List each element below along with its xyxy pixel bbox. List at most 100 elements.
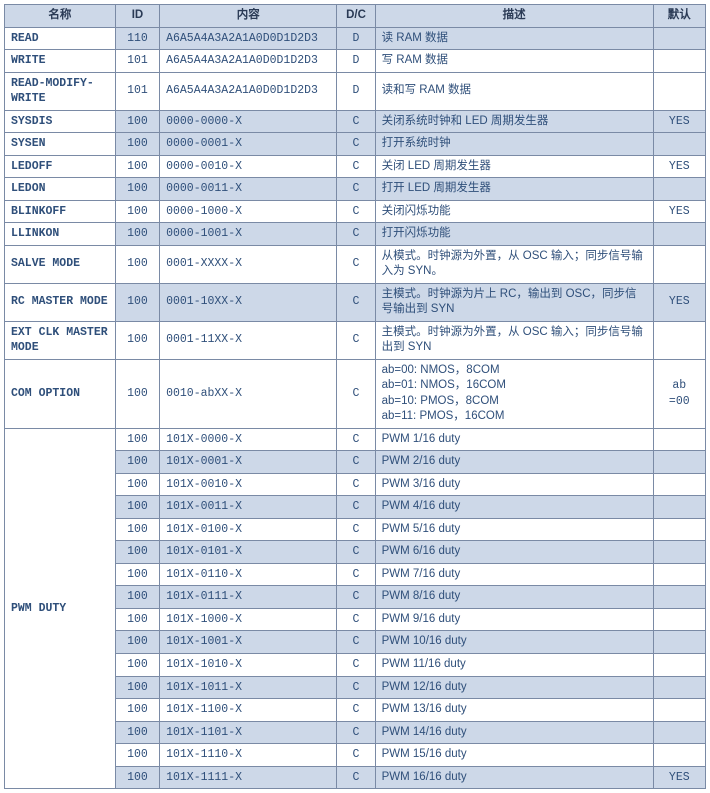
cell-code: 101X-0100-X xyxy=(160,518,337,541)
cell-dc: C xyxy=(337,178,375,201)
cell-code: 0000-0011-X xyxy=(160,178,337,201)
col-name: 名称 xyxy=(5,5,116,28)
cell-desc: 关闭 LED 周期发生器 xyxy=(375,155,653,178)
cell-desc: PWM 5/16 duty xyxy=(375,518,653,541)
cell-desc: PWM 10/16 duty xyxy=(375,631,653,654)
cell-def xyxy=(653,133,705,156)
cell-id: 100 xyxy=(115,721,159,744)
cell-name: BLINKOFF xyxy=(5,200,116,223)
cell-name: PWM DUTY xyxy=(5,428,116,788)
cell-dc: C xyxy=(337,766,375,789)
cell-code: A6A5A4A3A2A1A0D0D1D2D3 xyxy=(160,27,337,50)
cell-dc: C xyxy=(337,563,375,586)
col-id: ID xyxy=(115,5,159,28)
cell-code: 101X-0110-X xyxy=(160,563,337,586)
cell-def xyxy=(653,451,705,474)
cell-id: 101 xyxy=(115,72,159,110)
cell-def xyxy=(653,631,705,654)
cell-name: RC MASTER MODE xyxy=(5,283,116,321)
cell-dc: C xyxy=(337,676,375,699)
col-code: 内容 xyxy=(160,5,337,28)
cell-name: SALVE MODE xyxy=(5,245,116,283)
cell-desc: PWM 12/16 duty xyxy=(375,676,653,699)
cell-def xyxy=(653,541,705,564)
cell-def: ab =00 xyxy=(653,359,705,428)
cell-desc: 打开 LED 周期发生器 xyxy=(375,178,653,201)
cell-desc: 打开闪烁功能 xyxy=(375,223,653,246)
cell-dc: C xyxy=(337,518,375,541)
header-row: 名称 ID 内容 D/C 描述 默认 xyxy=(5,5,706,28)
cell-dc: C xyxy=(337,283,375,321)
cell-desc: PWM 3/16 duty xyxy=(375,473,653,496)
cell-dc: C xyxy=(337,608,375,631)
cell-code: 101X-0001-X xyxy=(160,451,337,474)
cell-name: SYSDIS xyxy=(5,110,116,133)
cell-desc: 写 RAM 数据 xyxy=(375,50,653,73)
col-dc: D/C xyxy=(337,5,375,28)
cell-name: READ-MODIFY-WRITE xyxy=(5,72,116,110)
cell-def xyxy=(653,473,705,496)
cell-code: 0010-abXX-X xyxy=(160,359,337,428)
cell-code: A6A5A4A3A2A1A0D0D1D2D3 xyxy=(160,72,337,110)
cell-def xyxy=(653,563,705,586)
cell-code: 101X-1010-X xyxy=(160,653,337,676)
cell-dc: C xyxy=(337,245,375,283)
cell-code: 101X-1011-X xyxy=(160,676,337,699)
cell-dc: C xyxy=(337,653,375,676)
cell-id: 110 xyxy=(115,27,159,50)
cell-code: 101X-1110-X xyxy=(160,744,337,767)
cell-id: 100 xyxy=(115,766,159,789)
cell-id: 100 xyxy=(115,676,159,699)
cell-desc: 读 RAM 数据 xyxy=(375,27,653,50)
command-table: 名称 ID 内容 D/C 描述 默认 READ110A6A5A4A3A2A1A0… xyxy=(4,4,706,789)
table-row: EXT CLK MASTER MODE1000001-11XX-XC主模式。时钟… xyxy=(5,321,706,359)
cell-code: 101X-0111-X xyxy=(160,586,337,609)
cell-def xyxy=(653,744,705,767)
cell-id: 100 xyxy=(115,451,159,474)
table-row: WRITE101A6A5A4A3A2A1A0D0D1D2D3D写 RAM 数据 xyxy=(5,50,706,73)
table-row: RC MASTER MODE1000001-10XX-XC主模式。时钟源为片上 … xyxy=(5,283,706,321)
cell-dc: C xyxy=(337,541,375,564)
cell-name: EXT CLK MASTER MODE xyxy=(5,321,116,359)
cell-def xyxy=(653,50,705,73)
cell-def xyxy=(653,721,705,744)
cell-def xyxy=(653,178,705,201)
table-row: PWM DUTY100101X-0000-XCPWM 1/16 duty xyxy=(5,428,706,451)
cell-id: 100 xyxy=(115,653,159,676)
cell-name: SYSEN xyxy=(5,133,116,156)
cell-desc: PWM 7/16 duty xyxy=(375,563,653,586)
cell-dc: C xyxy=(337,631,375,654)
table-row: SYSDIS1000000-0000-XC关闭系统时钟和 LED 周期发生器YE… xyxy=(5,110,706,133)
cell-def: YES xyxy=(653,200,705,223)
cell-id: 100 xyxy=(115,200,159,223)
cell-desc: PWM 4/16 duty xyxy=(375,496,653,519)
cell-code: 101X-1001-X xyxy=(160,631,337,654)
cell-id: 100 xyxy=(115,518,159,541)
cell-desc: 主模式。时钟源为片上 RC，输出到 OSC，同步信号输出到 SYN xyxy=(375,283,653,321)
cell-code: 101X-1100-X xyxy=(160,699,337,722)
cell-dc: C xyxy=(337,699,375,722)
cell-desc: 关闭系统时钟和 LED 周期发生器 xyxy=(375,110,653,133)
cell-code: 0000-0010-X xyxy=(160,155,337,178)
cell-def xyxy=(653,608,705,631)
cell-desc: 读和写 RAM 数据 xyxy=(375,72,653,110)
cell-def xyxy=(653,676,705,699)
cell-code: 0001-11XX-X xyxy=(160,321,337,359)
cell-def: YES xyxy=(653,283,705,321)
cell-id: 100 xyxy=(115,110,159,133)
cell-dc: C xyxy=(337,223,375,246)
cell-def xyxy=(653,496,705,519)
cell-code: 101X-0101-X xyxy=(160,541,337,564)
cell-id: 100 xyxy=(115,744,159,767)
cell-def xyxy=(653,653,705,676)
cell-id: 100 xyxy=(115,699,159,722)
cell-dc: D xyxy=(337,27,375,50)
cell-code: 0000-1001-X xyxy=(160,223,337,246)
cell-code: A6A5A4A3A2A1A0D0D1D2D3 xyxy=(160,50,337,73)
cell-code: 101X-1111-X xyxy=(160,766,337,789)
cell-def: YES xyxy=(653,110,705,133)
cell-desc: PWM 15/16 duty xyxy=(375,744,653,767)
cell-def xyxy=(653,72,705,110)
cell-id: 100 xyxy=(115,563,159,586)
cell-desc: ab=00: NMOS，8COM ab=01: NMOS，16COM ab=10… xyxy=(375,359,653,428)
